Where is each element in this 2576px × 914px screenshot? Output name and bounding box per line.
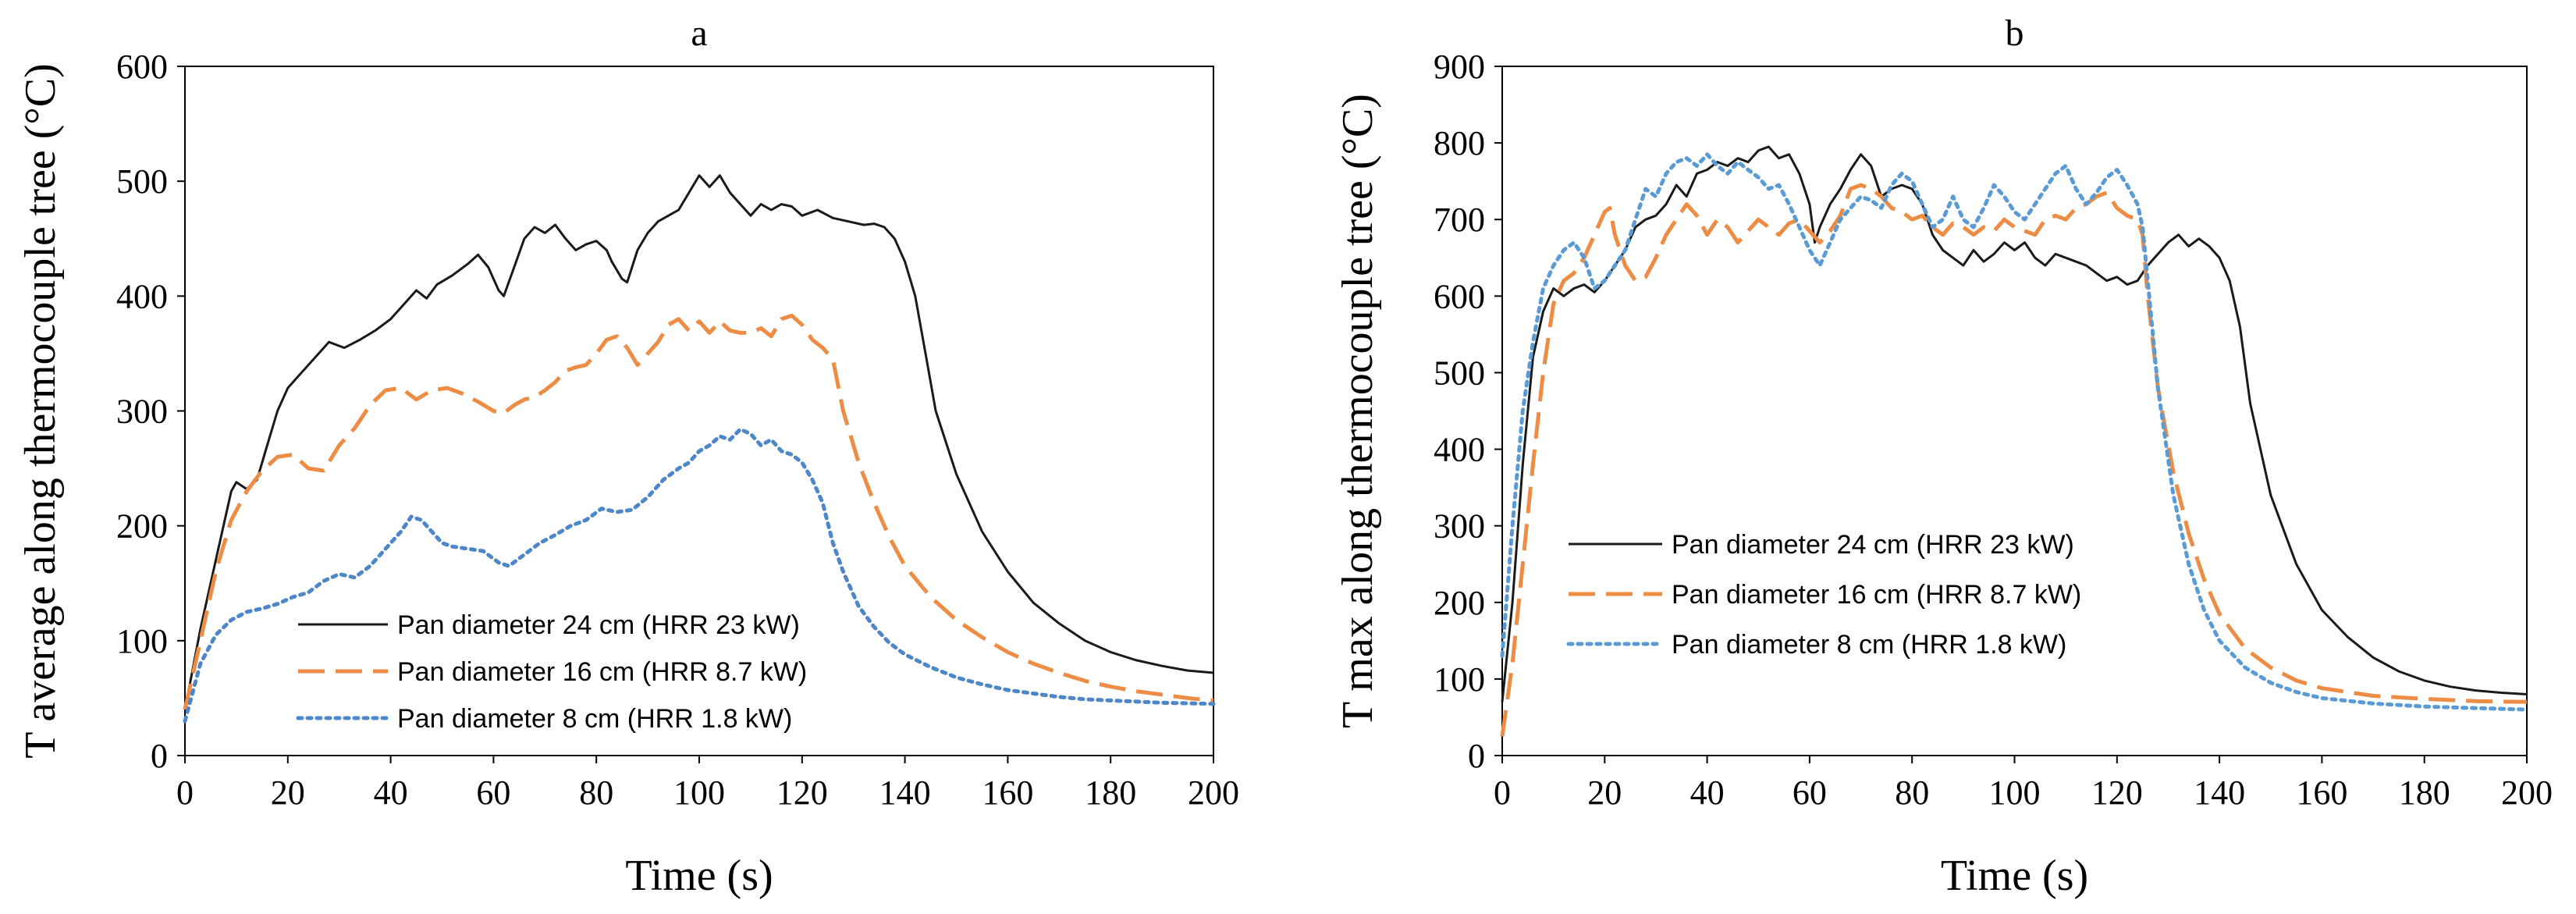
- x-tick-label: 20: [1587, 774, 1622, 812]
- x-tick-label: 160: [2296, 774, 2347, 812]
- y-tick-label: 800: [1434, 124, 1485, 162]
- y-tick-label: 100: [116, 622, 168, 660]
- x-tick-label: 160: [982, 774, 1033, 812]
- chart-title: a: [691, 12, 707, 54]
- legend-label-1: Pan diameter 24 cm (HRR 23 kW): [1672, 530, 2074, 560]
- x-tick-label: 0: [1494, 774, 1511, 812]
- y-axis-label: T max along thermocouple tree (°C): [1334, 94, 1382, 728]
- x-tick-label: 40: [1690, 774, 1725, 812]
- series-line-2: [1500, 183, 2528, 737]
- x-tick-label: 120: [2091, 774, 2143, 812]
- chart-title: b: [2006, 12, 2024, 54]
- y-tick-label: 200: [116, 507, 168, 546]
- x-tick-label: 20: [271, 774, 305, 812]
- x-tick-label: 180: [2399, 774, 2450, 812]
- y-tick-label: 500: [116, 162, 168, 201]
- y-tick-label: 0: [1468, 737, 1485, 775]
- y-tick-label: 300: [116, 393, 168, 431]
- y-tick-label: 900: [1434, 48, 1485, 86]
- x-tick-label: 200: [2501, 774, 2553, 812]
- x-axis-label: Time (s): [625, 852, 773, 900]
- chart-a: 0 100 200 300 400 500 600 0 20 40 60 80 100 120 140 160…: [16, 12, 1239, 900]
- y-tick-label: 400: [1434, 431, 1485, 469]
- x-tick-label: 60: [476, 774, 510, 812]
- series-line-3: [183, 427, 1216, 724]
- y-tick-label: 300: [1434, 507, 1485, 546]
- y-tick-label: 100: [1434, 660, 1485, 699]
- x-tick-label: 180: [1085, 774, 1136, 812]
- x-tick-label: 140: [2194, 774, 2245, 812]
- y-tick-label: 200: [1434, 584, 1485, 622]
- y-axis-label: T average along thermocouple tree (°C): [16, 63, 65, 759]
- x-tick-label: 140: [879, 774, 931, 812]
- y-tick-label: 600: [1434, 277, 1485, 315]
- x-tick-label: 0: [176, 774, 194, 812]
- x-tick-label: 80: [579, 774, 613, 812]
- y-tick-label: 600: [116, 48, 168, 86]
- series-line-1: [1501, 145, 2528, 702]
- x-tick-label: 60: [1793, 774, 1827, 812]
- legend-label-3: Pan diameter 8 cm (HRR 1.8 kW): [397, 704, 792, 734]
- legend-label-1: Pan diameter 24 cm (HRR 23 kW): [397, 610, 800, 640]
- x-tick-label: 120: [776, 774, 828, 812]
- legend-label-2: Pan diameter 16 cm (HRR 8.7 kW): [397, 657, 807, 687]
- x-tick-label: 100: [673, 774, 725, 812]
- y-tick-label: 500: [1434, 354, 1485, 392]
- legend-label-3: Pan diameter 8 cm (HRR 1.8 kW): [1672, 630, 2066, 660]
- x-tick-label: 200: [1188, 774, 1239, 812]
- y-tick-label: 0: [151, 737, 168, 775]
- series-line-3: [1500, 152, 2529, 712]
- series-line-2: [183, 313, 1214, 710]
- chart-b: 0 100 200 300 400 500 600 700 800 900 0 20 40 60 80 100…: [1334, 12, 2553, 900]
- x-axis-label: Time (s): [1941, 852, 2088, 900]
- legend-label-2: Pan diameter 16 cm (HRR 8.7 kW): [1672, 580, 2081, 610]
- x-tick-label: 40: [374, 774, 408, 812]
- y-tick-label: 700: [1434, 201, 1485, 239]
- plot-frame: [184, 66, 1214, 756]
- x-tick-label: 80: [1895, 774, 1929, 812]
- series-line-1: [183, 174, 1214, 710]
- y-tick-label: 400: [116, 277, 168, 315]
- x-tick-label: 100: [1989, 774, 2041, 812]
